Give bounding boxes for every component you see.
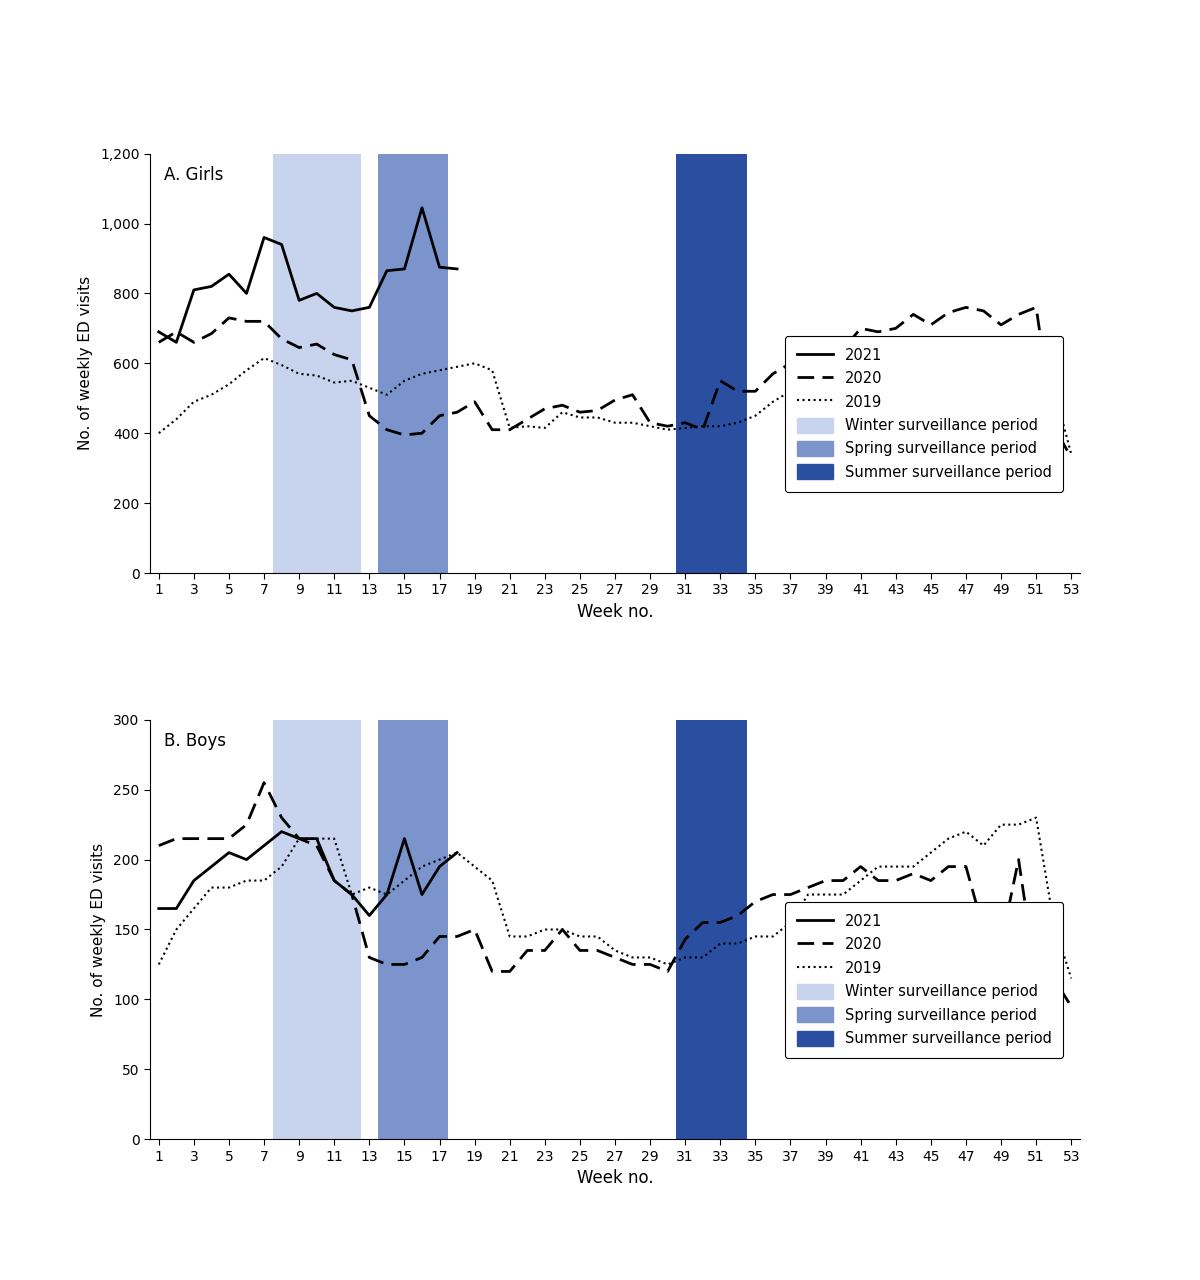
Bar <box>378 154 449 573</box>
Legend: 2021, 2020, 2019, Winter surveillance period, Spring surveillance period, Summer: 2021, 2020, 2019, Winter surveillance pe… <box>785 902 1063 1057</box>
Bar <box>378 719 449 1139</box>
Text: A. Girls: A. Girls <box>164 166 223 184</box>
Bar <box>272 154 360 573</box>
Y-axis label: No. of weekly ED visits: No. of weekly ED visits <box>78 276 94 451</box>
X-axis label: Week no.: Week no. <box>577 603 653 621</box>
Bar <box>677 719 746 1139</box>
Bar <box>272 719 360 1139</box>
Y-axis label: No. of weekly ED visits: No. of weekly ED visits <box>91 842 107 1016</box>
Text: B. Boys: B. Boys <box>164 732 226 750</box>
X-axis label: Week no.: Week no. <box>577 1169 653 1187</box>
Bar <box>677 154 746 573</box>
Legend: 2021, 2020, 2019, Winter surveillance period, Spring surveillance period, Summer: 2021, 2020, 2019, Winter surveillance pe… <box>785 335 1063 492</box>
